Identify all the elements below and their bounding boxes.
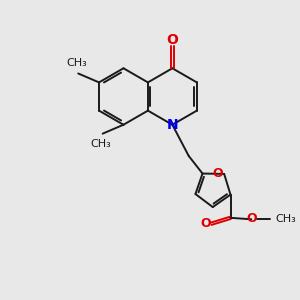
- Text: O: O: [167, 33, 178, 47]
- Text: CH₃: CH₃: [91, 139, 112, 149]
- Text: CH₃: CH₃: [66, 58, 87, 68]
- Text: O: O: [200, 217, 211, 230]
- Text: O: O: [212, 167, 223, 180]
- Text: N: N: [167, 118, 178, 132]
- Text: CH₃: CH₃: [275, 214, 296, 224]
- Text: O: O: [247, 212, 257, 225]
